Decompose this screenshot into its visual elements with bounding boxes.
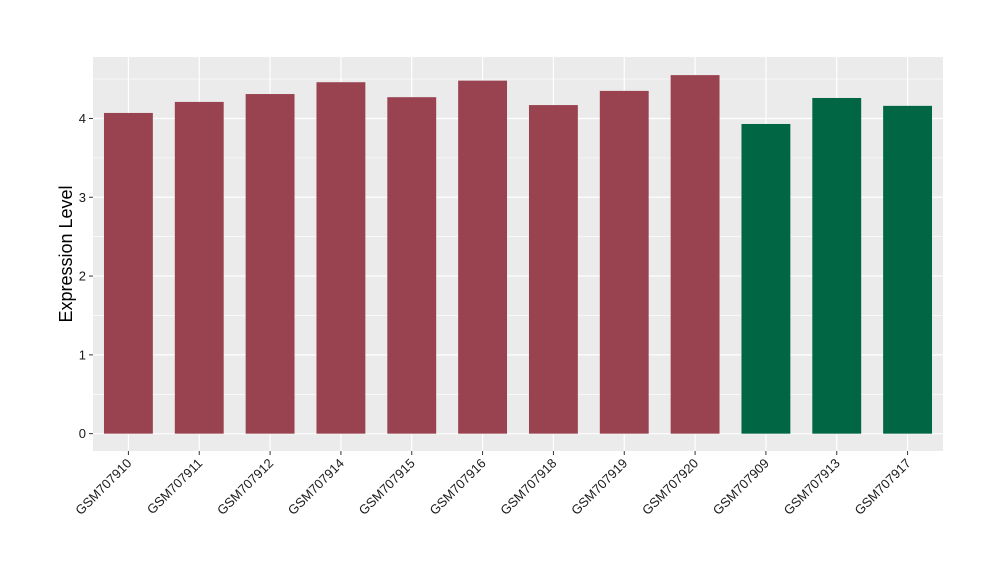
x-tick-label: GSM707909 [710, 456, 772, 518]
x-tick-label: GSM707917 [851, 456, 913, 518]
y-axis: 0 1 2 3 4 [79, 111, 93, 441]
bar [103, 112, 153, 434]
bar [741, 123, 791, 434]
x-tick-label: GSM707919 [568, 456, 630, 518]
y-tick-label: 2 [79, 269, 86, 284]
plot-panel [93, 57, 943, 451]
bar [245, 94, 295, 434]
bar [528, 105, 578, 434]
x-axis: GSM707910 GSM707911 GSM707912 GSM707914 GSM7… [72, 451, 914, 518]
y-tick-label: 3 [79, 190, 86, 205]
minor-gridlines [93, 78, 943, 395]
bar [458, 80, 508, 434]
x-tick-label: GSM707912 [214, 456, 276, 518]
x-tick-label: GSM707913 [781, 456, 843, 518]
bar [387, 97, 437, 434]
y-tick-label: 4 [79, 111, 86, 126]
bar [599, 90, 649, 434]
x-tick-label: GSM707920 [639, 456, 701, 518]
x-tick-label: GSM707915 [356, 456, 418, 518]
bar [316, 82, 366, 434]
x-tick-label: GSM707916 [426, 456, 488, 518]
y-tick-label: 0 [79, 426, 86, 441]
x-tick-label: GSM707918 [497, 456, 559, 518]
x-tick-label: GSM707911 [144, 456, 206, 518]
bar [812, 97, 862, 434]
y-axis-title: Expression Level [56, 185, 76, 322]
bar [174, 101, 224, 434]
x-tick-label: GSM707914 [285, 456, 347, 518]
x-tick-label: GSM707910 [72, 456, 134, 518]
y-tick-label: 1 [79, 347, 86, 362]
bars [103, 75, 933, 434]
bar [883, 105, 933, 434]
bar [670, 75, 720, 434]
